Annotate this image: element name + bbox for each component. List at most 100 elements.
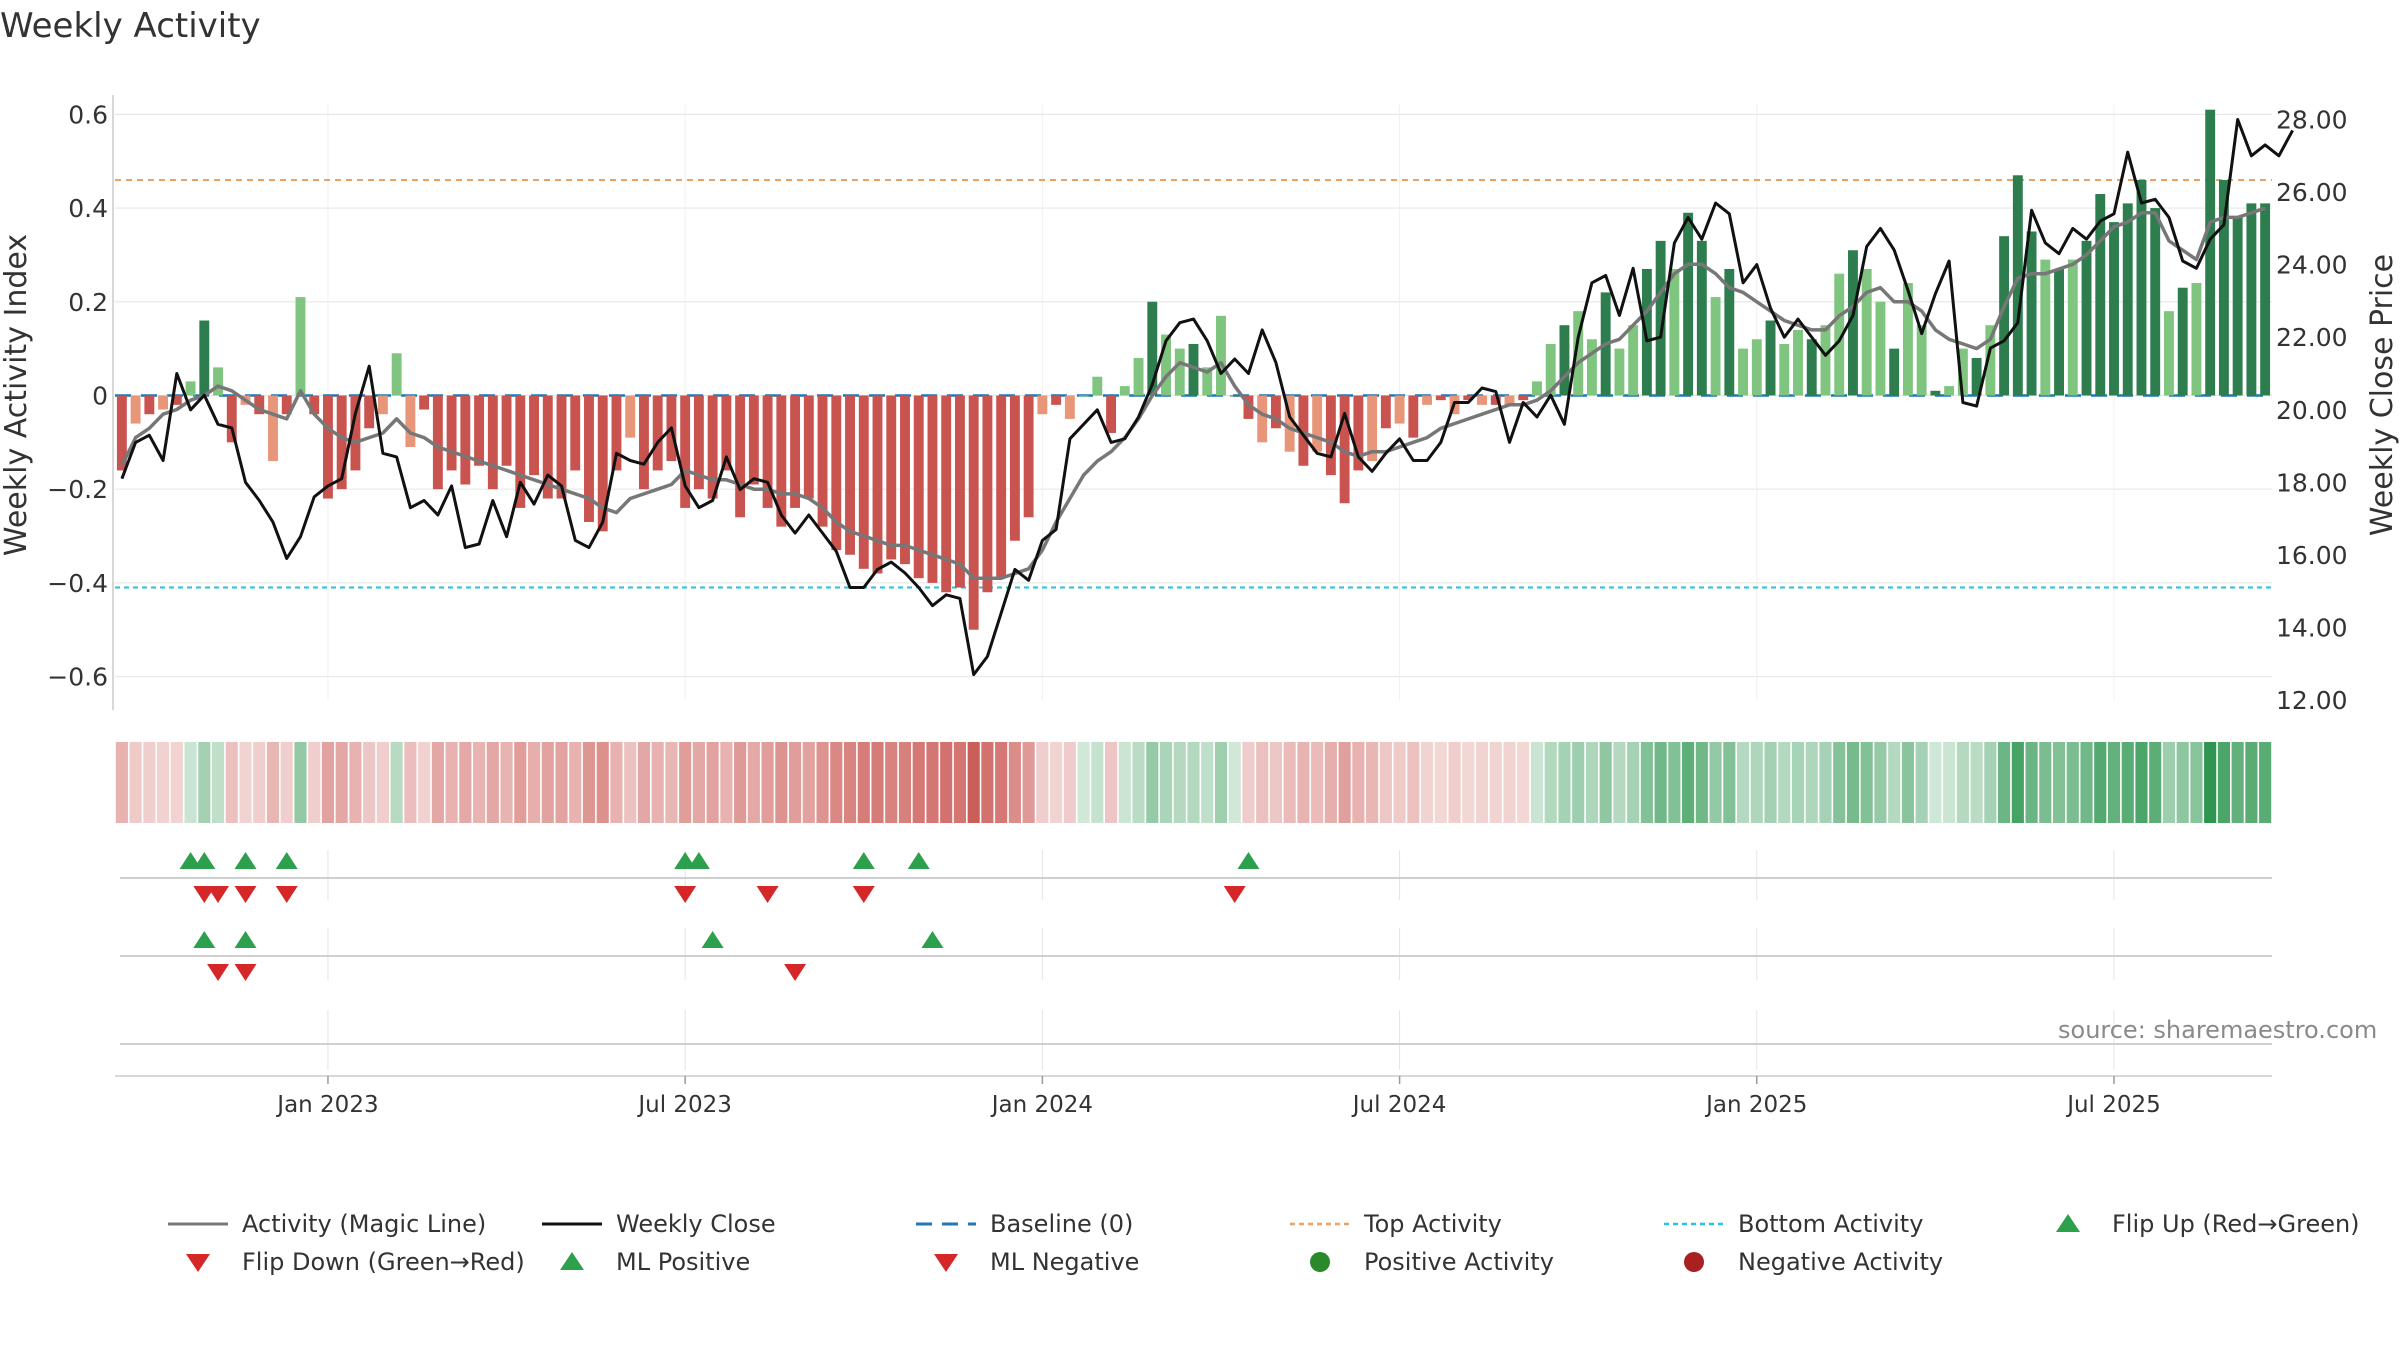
activity-bar [1985, 325, 1996, 396]
heat-cell [679, 742, 692, 823]
activity-bar [1325, 395, 1336, 476]
heat-cell [610, 742, 623, 823]
activity-bar [584, 395, 594, 522]
activity-bar [1696, 240, 1707, 396]
activity-bar [460, 395, 471, 485]
heat-cell [2231, 742, 2244, 823]
legend-ml-positive: ML Positive [540, 1244, 750, 1280]
activity-bar [213, 367, 223, 396]
activity-heat-strip [115, 742, 2272, 823]
grid-layer [115, 105, 2272, 700]
activity-bar [1243, 395, 1254, 419]
heat-cell [830, 742, 843, 823]
activity-bar [2012, 175, 2023, 396]
legend-bottom-activity-label: Bottom Activity [1738, 1210, 1924, 1238]
legend-weekly-close-label: Weekly Close [616, 1210, 776, 1238]
activity-bar [268, 395, 278, 462]
activity-bar [1724, 268, 1735, 396]
activity-bar [1614, 348, 1625, 396]
heat-cell [802, 742, 815, 823]
activity-bar [1339, 395, 1350, 504]
heat-cell [1503, 742, 1516, 823]
heat-cell [1338, 742, 1351, 823]
heat-cell [898, 742, 912, 823]
legend-flip-down-label: Flip Down (Green→Red) [242, 1248, 525, 1276]
activity-bar [2260, 203, 2271, 396]
heat-cell [1682, 742, 1695, 823]
heat-cell [225, 742, 238, 823]
activity-bar [1518, 395, 1529, 401]
heat-cell [363, 742, 376, 823]
legend: Activity (Magic Line) Weekly Close Basel… [160, 1206, 2400, 1286]
activity-bar [1944, 386, 1955, 396]
heat-cell [1585, 742, 1598, 823]
activity-bar [144, 395, 155, 415]
activity-bar [1875, 301, 1886, 396]
heat-cell [789, 742, 802, 823]
flip-down-marker [674, 886, 697, 903]
flip-up-icon [2056, 1214, 2080, 1232]
activity-bar [185, 381, 196, 396]
flip-down-marker [852, 886, 875, 903]
activity-bar [2026, 231, 2037, 396]
ml-positive-marker [193, 931, 216, 948]
activity-bar [158, 395, 169, 410]
heat-cell [1750, 742, 1763, 823]
heat-cell [1201, 742, 1214, 823]
legend-baseline-label: Baseline (0) [990, 1210, 1134, 1238]
legend-bottom-activity: Bottom Activity [1662, 1206, 1923, 1242]
flip-down-icon [186, 1254, 210, 1272]
legend-positive-activity: Positive Activity [1288, 1244, 1554, 1280]
activity-bar [1806, 339, 1817, 396]
activity-bar [2054, 268, 2064, 396]
activity-bar [2218, 179, 2229, 396]
activity-bar [1422, 395, 1433, 405]
heat-cell [2080, 742, 2093, 823]
heat-cell [1613, 742, 1626, 823]
activity-bar [1106, 395, 1117, 433]
activity-bar [858, 395, 869, 569]
activity-bar [391, 353, 402, 396]
heat-cell [1929, 742, 1942, 823]
activity-bar [2177, 287, 2188, 396]
heat-cell [1640, 742, 1653, 823]
activity-bar [2067, 259, 2078, 396]
heat-cell [596, 742, 609, 823]
activity-bar [872, 395, 883, 574]
activity-bar [1848, 250, 1858, 396]
activity-bar [693, 395, 704, 490]
activity-bar [364, 395, 375, 429]
legend-weekly-close-swatch [542, 1222, 602, 1226]
heat-cell [1489, 742, 1502, 823]
activity-bar [1532, 381, 1542, 396]
heat-cell [170, 742, 183, 823]
y2-tick-label: 18.00 [2276, 468, 2348, 497]
activity-bar [226, 395, 237, 443]
heat-cell [2190, 742, 2203, 823]
heat-cell [404, 742, 417, 823]
activity-bar [1490, 395, 1501, 405]
heat-cell [1462, 742, 1475, 823]
heat-cell [569, 742, 582, 823]
activity-bar [570, 395, 581, 471]
heat-cell [1888, 742, 1901, 823]
y2-tick-label: 28.00 [2276, 106, 2348, 135]
activity-bar [1834, 273, 1845, 396]
y2-tick-label: 24.00 [2276, 251, 2348, 280]
heat-cell [115, 742, 128, 823]
ml-positive-marker [921, 931, 944, 948]
heat-cell [308, 742, 321, 823]
activity-bar [2095, 194, 2106, 396]
activity-bar [1298, 395, 1309, 466]
legend-positive-activity-label: Positive Activity [1364, 1248, 1554, 1276]
heat-cell [1104, 742, 1118, 823]
flip-up-marker [852, 852, 875, 869]
heat-cell [816, 742, 829, 823]
activity-bar [982, 395, 993, 593]
activity-bar [1394, 395, 1405, 424]
activity-bar [2246, 203, 2257, 396]
legend-flip-up: Flip Up (Red→Green) [2036, 1206, 2360, 1242]
heat-cell [2025, 742, 2038, 823]
heat-cell [706, 742, 719, 823]
legend-weekly-close: Weekly Close [540, 1206, 776, 1242]
